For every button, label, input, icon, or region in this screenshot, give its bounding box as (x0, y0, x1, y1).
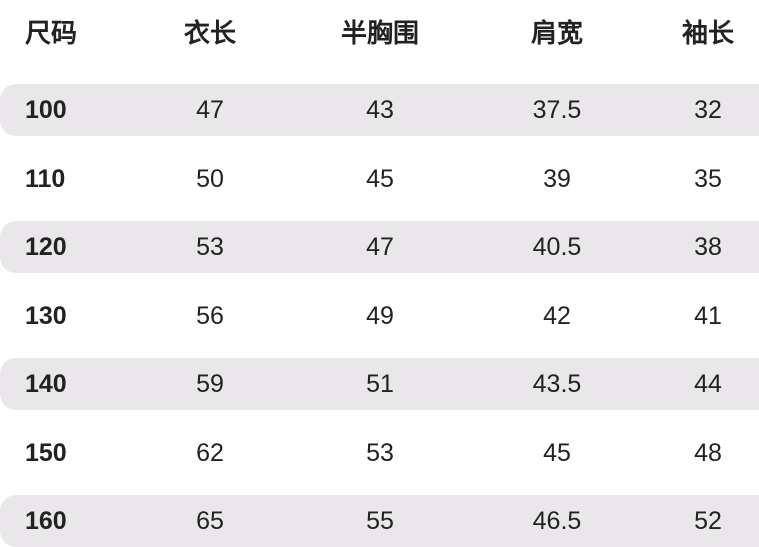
table-cell: 62 (196, 438, 224, 467)
table-cell: 45 (366, 164, 394, 193)
table-cell: 47 (366, 233, 394, 261)
table-cell: 160 (25, 507, 67, 535)
table-cell: 45 (543, 438, 571, 467)
table-cell: 53 (196, 233, 224, 261)
table-header: 尺码 衣长 半胸围 肩宽 袖长 (0, 7, 759, 59)
table-row: 100 47 43 37.5 32 (0, 84, 759, 136)
header-size: 尺码 (25, 18, 78, 48)
table-cell: 55 (366, 507, 394, 535)
table-cell: 44 (694, 370, 722, 398)
table-row: 120 53 47 40.5 38 (0, 221, 759, 273)
table-cell: 46.5 (532, 507, 582, 535)
table-cell: 130 (25, 301, 67, 330)
table-cell: 48 (694, 438, 722, 467)
table-cell: 42 (543, 301, 571, 330)
table-cell: 100 (25, 96, 67, 124)
table-cell: 47 (196, 96, 224, 124)
header-half-chest: 半胸围 (340, 18, 419, 48)
table-cell: 38 (694, 233, 722, 261)
table-cell: 52 (694, 507, 722, 535)
table-cell: 65 (196, 507, 224, 535)
table-cell: 53 (366, 438, 394, 467)
table-cell: 35 (694, 164, 722, 193)
table-cell: 40.5 (532, 233, 582, 261)
table-row: 160 65 55 46.5 52 (0, 495, 759, 547)
table-cell: 51 (366, 370, 394, 398)
header-length: 衣长 (183, 18, 236, 48)
table-cell: 50 (196, 164, 224, 193)
table-cell: 140 (25, 370, 67, 398)
table-cell: 37.5 (532, 96, 582, 124)
table-row: 140 59 51 43.5 44 (0, 358, 759, 410)
table-cell: 56 (196, 301, 224, 330)
table-cell: 120 (25, 233, 67, 261)
table-cell: 41 (694, 301, 722, 330)
table-row: 130 56 49 42 41 (0, 290, 759, 342)
table-cell: 110 (25, 164, 66, 193)
table-cell: 43.5 (532, 370, 582, 398)
table-cell: 49 (366, 301, 394, 330)
table-cell: 39 (543, 164, 571, 193)
table-cell: 59 (196, 370, 224, 398)
header-sleeve: 袖长 (681, 18, 734, 48)
table-row: 110 50 45 39 35 (0, 153, 759, 205)
table-cell: 150 (25, 438, 67, 467)
table-row: 150 62 53 45 48 (0, 427, 759, 479)
table-cell: 32 (694, 96, 722, 124)
table-cell: 43 (366, 96, 394, 124)
header-shoulder: 肩宽 (530, 18, 583, 48)
